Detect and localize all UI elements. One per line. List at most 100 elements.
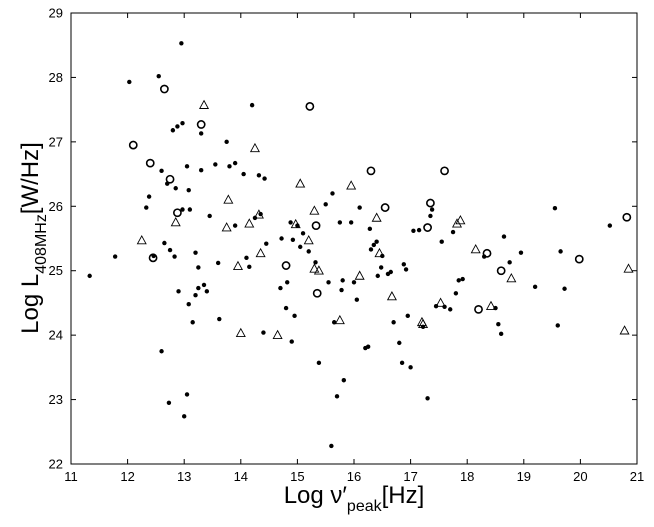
data-point-dot bbox=[146, 194, 152, 199]
data-point-dot bbox=[182, 414, 187, 419]
data-point-dot bbox=[198, 131, 204, 136]
data-point-dot bbox=[176, 289, 181, 294]
data-point-dot bbox=[279, 236, 284, 241]
data-point-dot bbox=[341, 378, 347, 383]
x-tick-label: 13 bbox=[177, 469, 191, 484]
data-point-triangle bbox=[309, 205, 320, 215]
data-point-triangle bbox=[346, 180, 357, 190]
data-point-dot bbox=[399, 360, 405, 366]
data-point-dot bbox=[232, 223, 238, 228]
data-point-dot bbox=[262, 176, 267, 181]
data-point-dot bbox=[241, 171, 246, 177]
data-point-circle bbox=[312, 288, 322, 298]
y-tick-label: 24 bbox=[49, 328, 63, 343]
data-point-dot bbox=[196, 285, 201, 291]
data-point-dot bbox=[227, 164, 232, 169]
data-point-dot bbox=[193, 292, 198, 298]
data-point-dot bbox=[354, 297, 360, 302]
data-point-dot bbox=[562, 286, 567, 291]
data-point-dot bbox=[184, 164, 190, 169]
data-point-dot bbox=[442, 304, 447, 309]
data-point-dot bbox=[244, 255, 249, 261]
data-point-dot bbox=[330, 191, 335, 196]
axis-ticks: 11 12 13 14 15 16 17 18 19 20 21 22 23 24 25 26 27 28 29 bbox=[49, 6, 645, 485]
x-tick-label: 19 bbox=[517, 469, 531, 484]
x-tick-label: 17 bbox=[403, 469, 417, 484]
data-point-dot bbox=[213, 162, 218, 167]
x-axis-label: Log ν′peak[Hz] bbox=[284, 482, 425, 515]
data-point-circle bbox=[311, 221, 321, 231]
y-axis-label-unit: [W/Hz] bbox=[17, 142, 44, 214]
y-tick-label: 22 bbox=[49, 457, 63, 472]
data-point-dot bbox=[326, 280, 331, 285]
data-point-dot bbox=[405, 313, 410, 319]
data-point-circle bbox=[165, 174, 175, 184]
y-axis-label-sub: 408MHz bbox=[33, 214, 50, 274]
data-point-triangle bbox=[244, 218, 255, 228]
data-point-triangle bbox=[470, 244, 481, 254]
x-tick-label: 11 bbox=[64, 469, 78, 484]
data-point-triangle bbox=[223, 194, 234, 204]
data-point-triangle bbox=[198, 99, 210, 109]
data-point-dot bbox=[365, 344, 371, 349]
data-point-dot bbox=[289, 339, 294, 344]
data-point-dot bbox=[198, 168, 204, 173]
data-point-dot bbox=[501, 234, 507, 239]
data-point-circle bbox=[305, 102, 315, 111]
data-point-dot bbox=[552, 206, 558, 211]
data-point-dot bbox=[249, 102, 255, 108]
data-point-triangle bbox=[255, 247, 266, 258]
data-point-dot bbox=[351, 280, 357, 285]
data-point-circle bbox=[574, 254, 584, 264]
data-point-dot bbox=[306, 249, 311, 254]
y-tick-label: 28 bbox=[49, 70, 63, 85]
data-point-triangle bbox=[334, 314, 345, 325]
data-point-dot bbox=[292, 313, 297, 319]
data-point-dot bbox=[323, 202, 328, 207]
data-point-triangle bbox=[309, 263, 320, 273]
y-tick-label: 23 bbox=[49, 392, 63, 407]
data-point-dot bbox=[334, 394, 340, 399]
data-point-dot bbox=[411, 228, 416, 233]
data-point-triangle bbox=[619, 325, 630, 335]
data-point-dot bbox=[397, 340, 402, 346]
data-point-dot bbox=[403, 267, 409, 272]
data-point-dot bbox=[283, 305, 289, 311]
data-point-dot bbox=[173, 186, 178, 191]
y-tick-label: 26 bbox=[49, 199, 63, 214]
data-point-dot bbox=[187, 207, 193, 212]
data-point-circle bbox=[173, 208, 182, 218]
x-axis-label-main: Log ν′ bbox=[284, 482, 348, 509]
data-point-dot bbox=[375, 273, 380, 279]
data-point-dot bbox=[340, 278, 345, 283]
data-point-dot bbox=[184, 392, 190, 397]
data-point-triangle bbox=[485, 300, 497, 310]
data-point-dot bbox=[607, 223, 613, 228]
data-point-circle bbox=[281, 261, 291, 270]
data-point-dot bbox=[217, 316, 222, 322]
data-point-dot bbox=[558, 249, 563, 254]
data-point-dot bbox=[144, 205, 149, 210]
x-tick-label: 18 bbox=[460, 469, 474, 484]
data-point-triangle bbox=[253, 209, 264, 219]
data-point-dot bbox=[555, 323, 560, 328]
data-point-triangle bbox=[136, 234, 147, 245]
y-tick-label: 25 bbox=[49, 263, 63, 278]
data-point-circle bbox=[128, 140, 138, 150]
x-tick-label: 14 bbox=[234, 469, 248, 484]
y-axis-label-main: Log L bbox=[17, 274, 44, 334]
data-point-dot bbox=[186, 187, 191, 193]
data-point-dot bbox=[429, 207, 435, 212]
data-point-dot bbox=[232, 160, 238, 166]
data-point-circle bbox=[366, 166, 376, 176]
data-point-triangle bbox=[290, 218, 301, 229]
data-point-dot bbox=[313, 260, 318, 265]
data-point-dot bbox=[196, 265, 201, 270]
data-point-dot bbox=[408, 365, 413, 370]
data-point-dot bbox=[316, 360, 322, 366]
data-point-circle bbox=[496, 266, 506, 276]
data-point-dot bbox=[256, 173, 262, 178]
data-point-dot bbox=[193, 250, 198, 255]
data-point-dot bbox=[180, 120, 185, 126]
